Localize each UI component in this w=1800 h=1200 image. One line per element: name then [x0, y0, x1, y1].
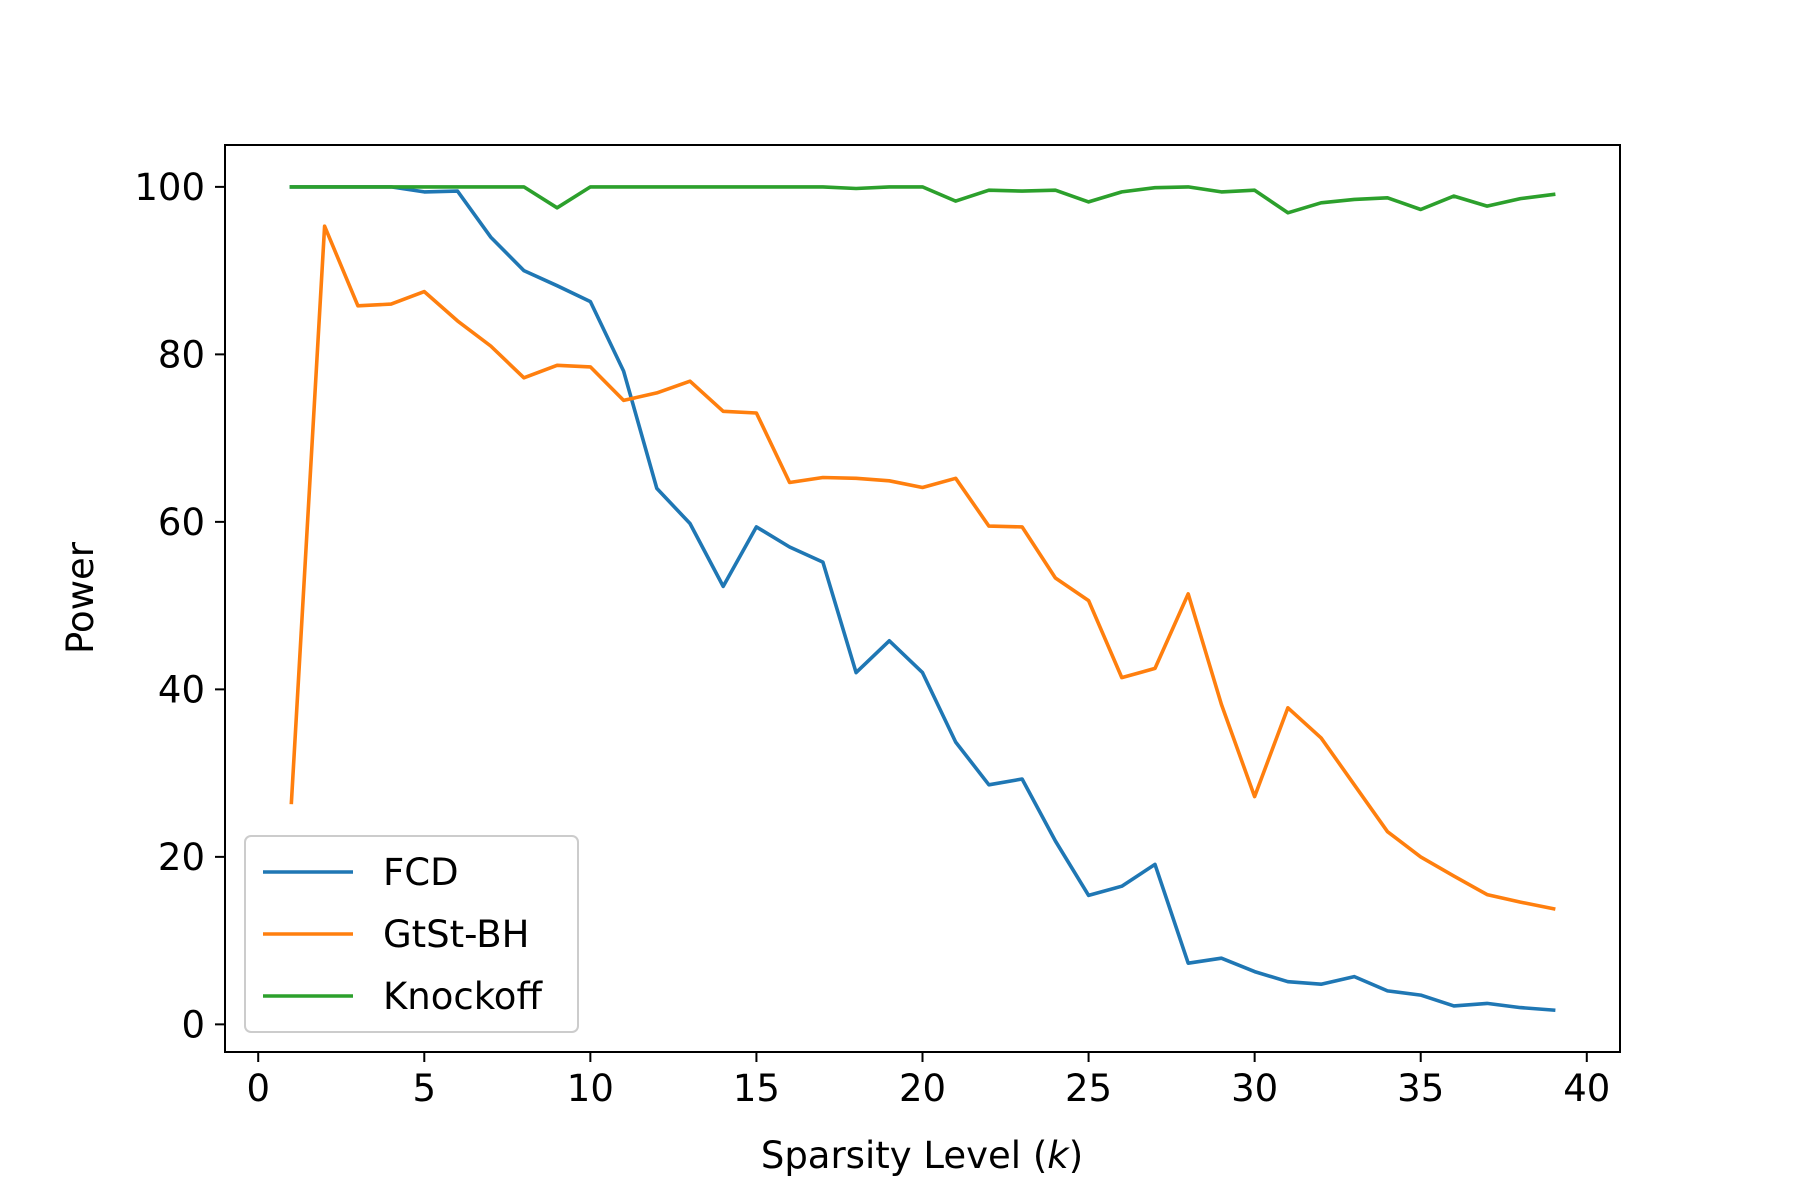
x-tick-label: 40: [1563, 1067, 1610, 1110]
series-line-knockoff: [289, 185, 1556, 215]
x-tick-label: 25: [1065, 1067, 1112, 1110]
y-tick-label: 100: [134, 166, 205, 209]
x-axis-title: Sparsity Level (k): [761, 1134, 1083, 1177]
x-tick-label: 5: [413, 1067, 437, 1110]
legend-label-knockoff: Knockoff: [383, 975, 543, 1018]
y-tick-label: 80: [158, 333, 205, 376]
legend-label-fcd: FCD: [383, 851, 459, 894]
x-tick-label: 35: [1397, 1067, 1444, 1110]
legend-label-gtst-bh: GtSt-BH: [383, 913, 529, 956]
x-tick-label: 15: [733, 1067, 780, 1110]
x-tick-label: 30: [1231, 1067, 1278, 1110]
x-tick-label: 20: [899, 1067, 946, 1110]
y-tick-label: 40: [158, 668, 205, 711]
y-tick-label: 20: [158, 836, 205, 879]
legend-box: [244, 835, 579, 1033]
series-layer: [289, 185, 1556, 1013]
x-tick-label: 10: [567, 1067, 614, 1110]
y-tick-label: 0: [181, 1003, 205, 1046]
series-line-fcd: [289, 185, 1556, 1013]
x-tick-label: 0: [246, 1067, 270, 1110]
legend: FCD GtSt-BH Knockoff: [244, 835, 579, 1033]
series-line-gtst-bh: [289, 224, 1556, 911]
y-axis-title: Power: [59, 541, 102, 654]
y-axis: 0 20 40 60 80 100: [134, 166, 225, 1046]
x-axis: 0 5 10 15 20 25 30 35 40: [246, 1052, 1610, 1110]
y-tick-label: 60: [158, 501, 205, 544]
